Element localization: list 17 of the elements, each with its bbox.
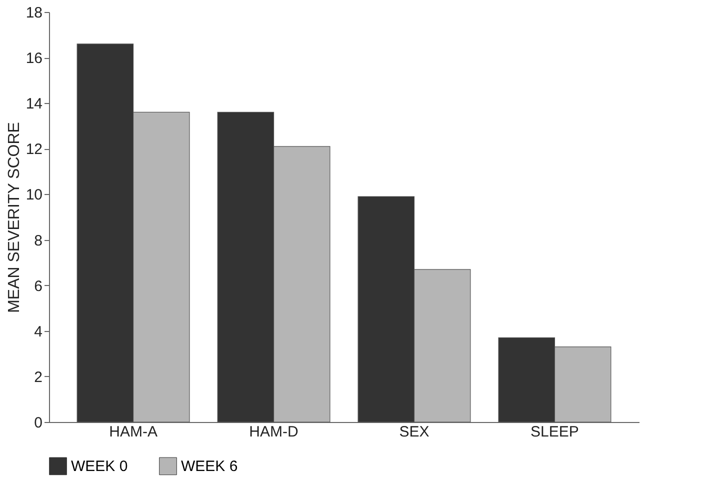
y-tick-label: 18 <box>26 4 42 22</box>
legend-label: WEEK 0 <box>71 458 128 476</box>
y-tick-label: 16 <box>26 50 42 68</box>
y-tick-label: 14 <box>26 96 42 113</box>
y-tick-label: 6 <box>34 278 42 295</box>
y-tick-label: 12 <box>26 141 42 158</box>
x-tick-label: HAM-A <box>109 424 158 440</box>
y-tick-label: 4 <box>34 323 42 340</box>
x-tick-label: SEX <box>399 424 430 440</box>
y-tick-label: 8 <box>34 232 42 250</box>
y-tick-label: 10 <box>26 186 42 204</box>
y-axis-title: MEAN SEVERITY SCORE <box>6 122 23 313</box>
y-tick-label: 0 <box>34 414 42 432</box>
x-tick-label: SLEEP <box>530 424 579 440</box>
x-tick-label: HAM-D <box>249 424 299 440</box>
legend-label: WEEK 6 <box>181 458 238 476</box>
y-tick-label: 2 <box>34 368 42 386</box>
